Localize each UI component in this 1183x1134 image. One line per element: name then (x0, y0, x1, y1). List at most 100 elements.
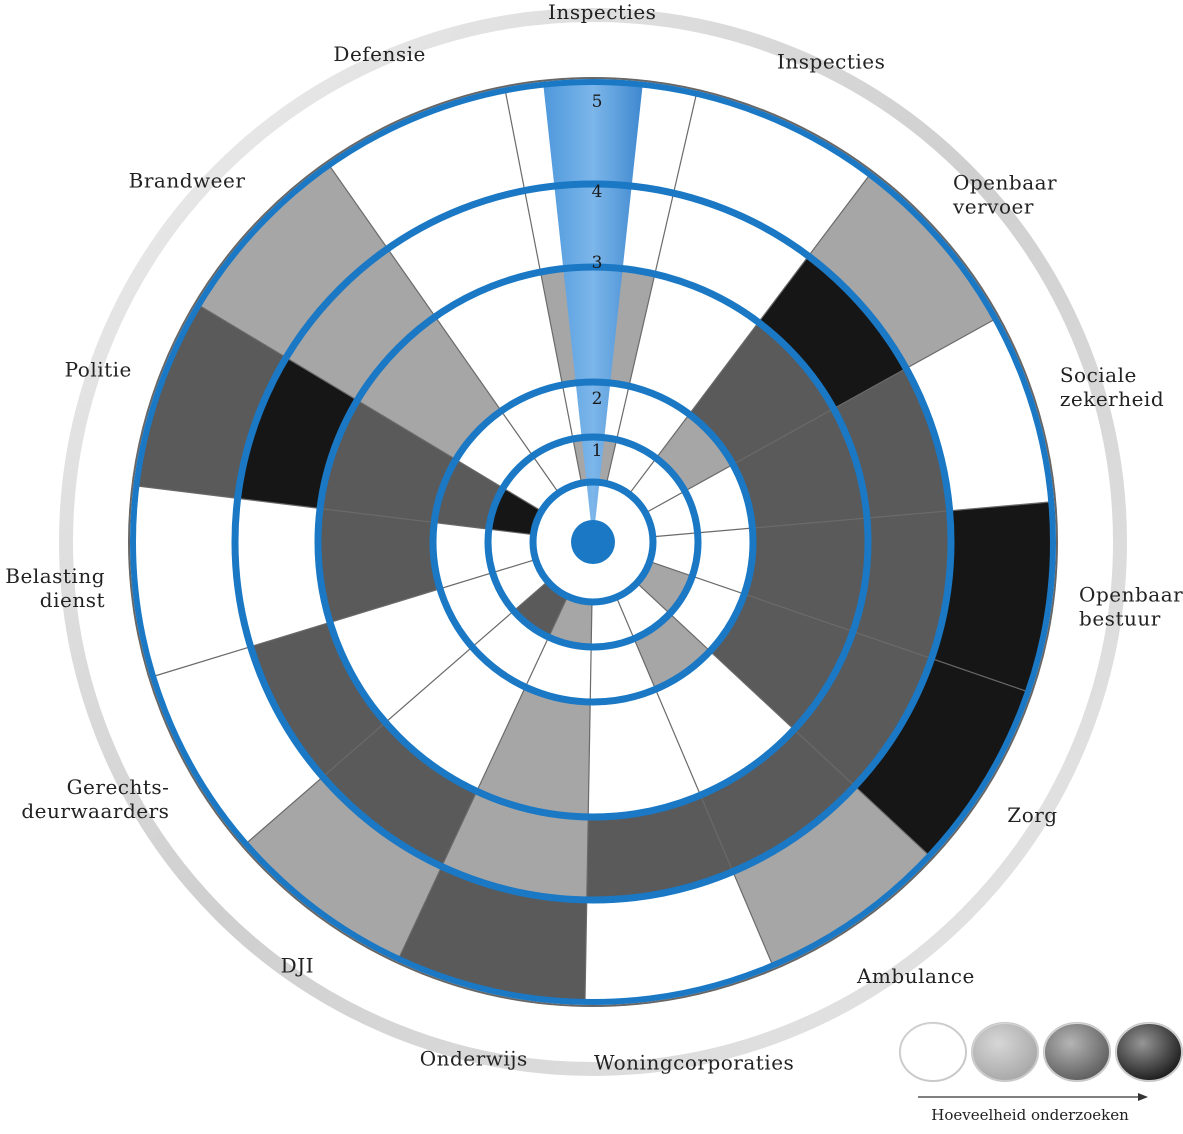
ring-circles (130, 79, 1056, 1005)
cell-7-ring-4 (441, 791, 589, 900)
divider-9 (245, 580, 549, 845)
divider-13 (328, 164, 560, 494)
sector-label-14-line-0: Inspecties (548, 0, 656, 24)
cell-11-ring-1 (488, 487, 542, 535)
cell-9-ring-3 (330, 588, 473, 723)
center-hub (571, 520, 615, 564)
divider-14 (504, 90, 583, 484)
legend: Hoeveelheid onderzoeken (899, 1022, 1183, 1124)
cell-3-ring-3 (744, 518, 868, 632)
ring-label-5: 5 (592, 92, 603, 112)
legend-swatch-shine-0 (900, 1023, 966, 1081)
divider-10 (152, 558, 536, 678)
cell-3-ring-4 (853, 510, 951, 659)
sector-label-10-line-0: Belasting (5, 564, 105, 588)
ring-label-4: 4 (592, 182, 603, 202)
sector-label-3-line-0: Openbaar (1079, 583, 1183, 607)
ring-circle-3 (429, 378, 757, 706)
cell-13-ring-5 (329, 90, 525, 249)
sector-dividers (136, 90, 1052, 1002)
cell-1-ring-4 (758, 256, 907, 409)
cell-5-ring-5 (732, 786, 930, 966)
legend-arrow-head (1138, 1093, 1148, 1101)
cell-8-ring-4 (322, 722, 477, 867)
cell-2-ring-2 (684, 464, 753, 533)
sector-label-13-line-0: Defensie (333, 42, 426, 66)
cell-10-ring-1 (488, 529, 536, 573)
cell-0-ring-4 (654, 193, 809, 323)
cell-5-ring-2 (634, 613, 711, 690)
ring-circle-outer (130, 79, 1056, 1005)
cell-4-ring-2 (669, 576, 745, 652)
divider-8 (398, 596, 569, 960)
divider-5 (636, 582, 930, 857)
sector-label-0-line-0: Inspecties (777, 50, 885, 74)
cell-10-ring-2 (433, 522, 493, 589)
ring-label-2: 2 (592, 389, 603, 409)
divider-2 (645, 318, 996, 514)
cell-12-ring-5 (198, 165, 388, 358)
cell-2-ring-3 (732, 408, 867, 529)
divider-4 (649, 560, 1029, 693)
ring-circle-2 (484, 433, 702, 651)
cell-9-ring-5 (153, 646, 323, 844)
divider-0 (605, 93, 698, 484)
cell-10-ring-4 (234, 498, 331, 647)
sector-label-12-line-0: Brandweer (129, 169, 246, 193)
sector-label-9-line-1: deurwaarders (21, 799, 169, 823)
cell-7-ring-3 (476, 687, 591, 817)
cell-10-ring-5 (133, 485, 251, 677)
sector-label-2-line-1: zekerheid (1060, 387, 1164, 411)
cell-4-ring-4 (794, 631, 932, 787)
legend-swatches (899, 1022, 1183, 1082)
rim-ring (59, 8, 1127, 1076)
sector-label-7-line-0: Onderwijs (420, 1046, 528, 1070)
cell-8-ring-5 (245, 776, 442, 959)
cell-10-ring-3 (318, 508, 440, 623)
sector-cells (133, 82, 1053, 1002)
sector-label-9-line-0: Gerechts- (67, 775, 170, 799)
cell-5-ring-4 (700, 729, 855, 872)
cell-13-ring-4 (387, 190, 541, 317)
cell-3-ring-5 (931, 501, 1053, 692)
cell-6-ring-4 (586, 795, 733, 901)
cell-3-ring-2 (692, 528, 753, 595)
sector-label-4-line-0: Zorg (1007, 803, 1057, 827)
cell-7-ring-1 (548, 596, 592, 647)
cell-6-ring-1 (591, 597, 635, 648)
divider-7 (584, 601, 593, 1002)
sector-label-1-line-1: vervoer (952, 194, 1034, 218)
sector-label-3-line-1: bestuur (1079, 607, 1161, 631)
sector-label-2-line-0: Sociale (1060, 363, 1137, 387)
cell-1-ring-3 (689, 322, 834, 465)
cell-11-ring-2 (434, 459, 503, 530)
ring-circle-4 (314, 263, 872, 821)
sector-label-6-line-0: Woningcorporaties (594, 1050, 794, 1074)
cell-4-ring-5 (854, 658, 1028, 856)
ring-label-1: 1 (592, 441, 603, 461)
ring-label-3: 3 (592, 253, 603, 273)
sector-label-1-line-0: Openbaar (953, 170, 1057, 194)
cell-6-ring-2 (590, 638, 656, 703)
legend-swatch-shine-3 (1116, 1023, 1182, 1081)
ring-circle-1 (529, 478, 657, 606)
legend-swatch-shine-1 (972, 1023, 1038, 1081)
sector-label-5-line-0: Ambulance (856, 964, 975, 988)
divider-3 (652, 501, 1052, 538)
legend-swatch-shine-2 (1044, 1023, 1110, 1081)
cell-11-ring-3 (320, 400, 456, 523)
divider-11 (136, 485, 534, 536)
cell-9-ring-4 (250, 622, 386, 777)
cell-2-ring-1 (645, 491, 698, 537)
highlight-wedge (543, 82, 643, 543)
cell-0-ring-5 (673, 93, 870, 257)
cell-12-ring-3 (357, 316, 502, 460)
divider-1 (628, 174, 871, 495)
sector-label-8-line-0: DJI (281, 953, 314, 977)
cell-1-ring-5 (808, 174, 996, 369)
ring-circle-5 (231, 180, 955, 904)
ring-labels: 1 2 3 4 5 (592, 92, 603, 461)
cell-0-ring-3 (628, 274, 759, 415)
cell-6-ring-5 (584, 871, 773, 1002)
